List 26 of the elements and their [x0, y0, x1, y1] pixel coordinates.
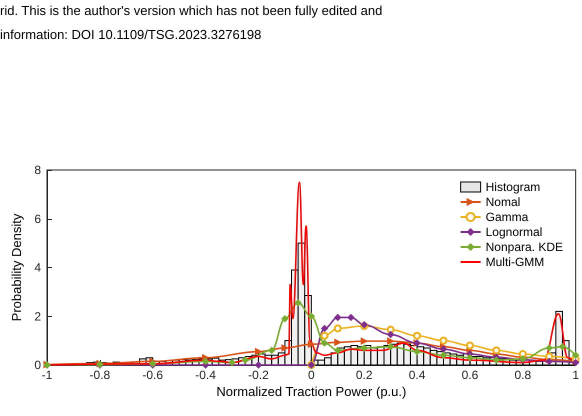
x-tick-label: 0.6 — [462, 368, 479, 382]
text: rid. This is the author's version which has not been fully edited and — [0, 3, 382, 18]
x-tick-label: 0.4 — [408, 368, 426, 382]
legend-label: Lognormal — [486, 225, 542, 239]
y-tick-label: 6 — [34, 212, 42, 226]
y-tick-label: 2 — [34, 309, 42, 324]
x-axis-title: Normalized Traction Power (p.u.) — [216, 384, 406, 399]
legend-label: Gamma — [486, 210, 529, 224]
text: information: DOI 10.1109/TSG.2023.3276198 — [0, 27, 262, 42]
x-tick-label: -0.8 — [90, 368, 111, 382]
x-tick-label: -1 — [42, 368, 53, 382]
y-axis-title: Probability Density — [9, 213, 24, 322]
x-tick-label: -0.2 — [248, 368, 270, 382]
legend-label: Multi-GMM — [486, 255, 544, 269]
x-tick-label: 0.2 — [356, 368, 373, 382]
legend-label: Nomal — [486, 195, 520, 209]
x-tick-label: -0.4 — [195, 368, 216, 382]
legend-label: Histogram — [486, 180, 540, 194]
legend-label: Nonpara. KDE — [486, 240, 563, 254]
x-tick-label: -0.6 — [142, 368, 164, 382]
y-tick-label: 0 — [34, 358, 42, 372]
y-tick-label: 4 — [34, 260, 42, 274]
x-tick-label: 0 — [308, 368, 315, 382]
x-tick-label: 0.8 — [514, 368, 532, 382]
x-tick-label: 1 — [572, 368, 580, 382]
y-tick-label: 8 — [34, 163, 42, 177]
